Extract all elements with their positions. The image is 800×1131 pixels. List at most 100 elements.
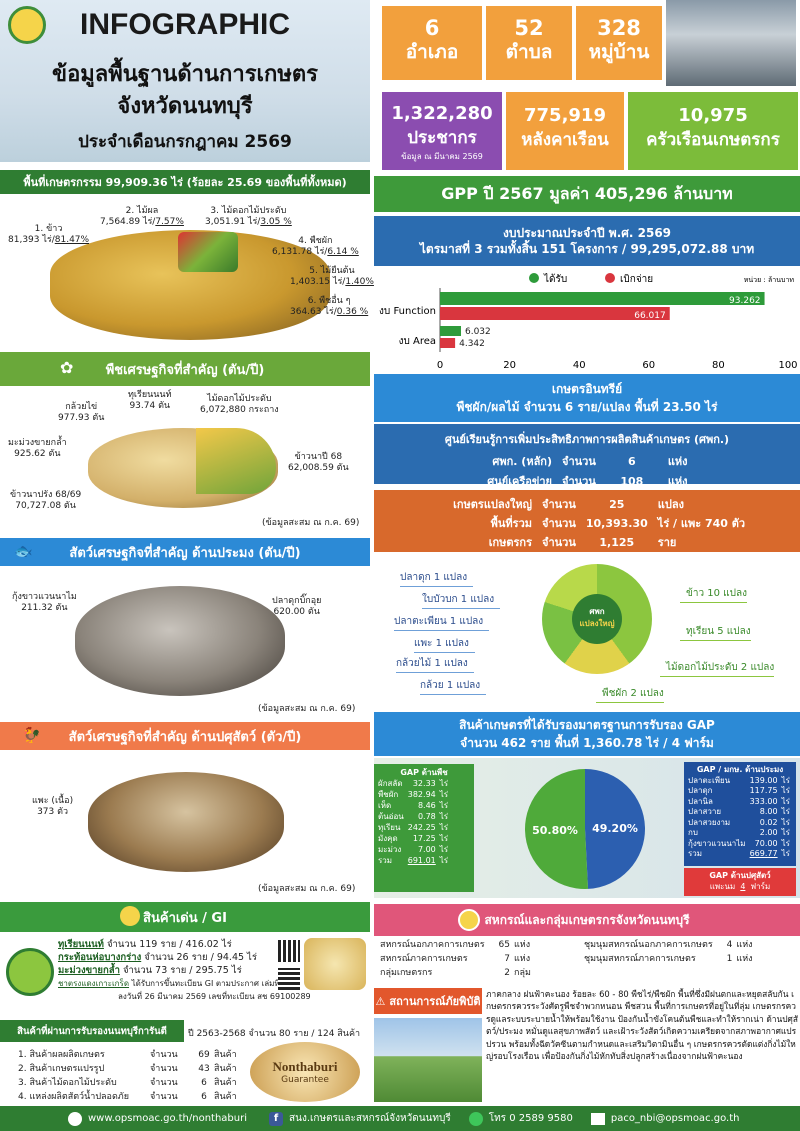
budget-banner: งบประมาณประจำปี พ.ศ. 2569 ไตรมาสที่ 3 รว… [374, 216, 800, 266]
crops-note: (ข้อมูลสะสม ณ ก.ค. 69) [262, 518, 360, 528]
bigfarm-left-item: ปลาตะเพียน 1 แปลง [394, 614, 490, 631]
coop-banner: สหกรณ์และกลุ่มเกษตรกรจังหวัดนนทบุรี [374, 904, 800, 936]
train-station-image [666, 0, 796, 86]
stats-row-2: 1,322,280 ประชากร ข้อมูล ณ มีนาคม 2569 775… [374, 92, 800, 172]
x-tick-label: 40 [573, 360, 586, 371]
table-row: ทุเรียน 242.25 ไร่ [378, 823, 449, 832]
gi-icon [120, 906, 140, 926]
bigfarm-right-item: ทุเรียน 5 แปลง [680, 624, 751, 641]
gi-foot: ลงวันที่ 26 มีนาคม 2569 เลขที่ทะเบียน สช… [118, 992, 311, 1001]
gi-product-image [304, 938, 366, 990]
footer-email[interactable]: paco_nbi@opsmoac.go.th [610, 1113, 740, 1124]
gap-livestock-box: GAP ด้านปศุสัตว์ แพะนม 4 ฟาร์ม [684, 868, 796, 896]
fish-image [75, 586, 285, 696]
legend-received-marker [529, 273, 539, 283]
crop-area-6-name: 6. พืชอื่น ๆ [307, 296, 351, 306]
gap-fish-title: GAP / มกษ. ด้านประมง [696, 765, 784, 774]
crop-area-2-value: 7,564.89 ไร่/ [100, 217, 156, 227]
fish-note: (ข้อมูลสะสม ณ ก.ค. 69) [258, 704, 356, 714]
title-line3: ประจำเดือนกรกฎาคม 2569 [78, 132, 292, 152]
rice-plant-image [196, 428, 276, 494]
stat-subdistrict: 52 ตำบล [486, 6, 572, 80]
mail-icon [590, 1112, 605, 1125]
legend-spent: เบิกจ่าย [620, 274, 653, 285]
footer: www.opsmoac.go.th/nonthaburi f สนง.เกษตร… [0, 1106, 800, 1131]
title-line2: จังหวัดนนทบุรี [117, 94, 253, 119]
gi-item-3-detail: จำนวน 73 ราย / 295.75 ไร่ [122, 965, 242, 976]
bigfarm-left-item: แพะ 1 แปลง [414, 636, 475, 653]
gap-livestock-type: แพะนม [709, 882, 736, 891]
gap-livestock-count: 4 [740, 882, 746, 891]
table-row: ต้นอ่อน 0.78 ไร่ [378, 812, 449, 821]
x-tick-label: 0 [437, 360, 443, 371]
table-row: ปลาดุก 117.75 ไร่ [688, 786, 790, 795]
table-row: รวม 669.77 ไร่ [688, 849, 790, 858]
budget-line2: ไตรมาสที่ 3 รวมทั้งสิ้น 151 โครงการ / 99… [419, 242, 755, 256]
crop-area-4-value: 6,131.78 ไร่/ [272, 247, 328, 257]
crops-banner-text: พืชเศรษฐกิจที่สำคัญ (ตัน/ปี) [105, 362, 265, 378]
coop-row: สหกรณ์นอกภาคการเกษตร 65 แห่ง [380, 940, 531, 950]
budget-line1: งบประมาณประจำปี พ.ศ. 2569 [502, 226, 672, 240]
stat-village: 328 หมู่บ้าน [576, 6, 662, 80]
gap-fish-box: GAP / มกษ. ด้านประมง ปลาตะเพียน 139.00 ไร่… [684, 762, 796, 866]
coop-left-table: สหกรณ์นอกภาคการเกษตร 65 แห่งสหกรณ์ภาคการเก… [380, 938, 531, 980]
gi-item-2-detail: จำนวน 26 ราย / 94.45 ไร่ [144, 952, 257, 963]
bar-value-label: 4.342 [459, 339, 485, 349]
plant-icon: ✿ [60, 358, 74, 377]
chart-unit: หน่วย : ล้านบาท [744, 276, 795, 284]
globe-icon [68, 1111, 82, 1126]
livestock-note: (ข้อมูลสะสม ณ ก.ค. 69) [258, 884, 356, 894]
gap-subtitle: จำนวน 462 ราย พื้นที่ 1,360.78 ไร่ / 4 ฟ… [460, 736, 714, 750]
crop-area-4-name: 4. พืชผัก [298, 236, 333, 246]
bigfarm-left-item: กล้วยไม้ 1 แปลง [396, 656, 474, 673]
gi-item-3-name: มะม่วงขายกล้ำ [58, 965, 120, 976]
crop-banana: กล้วยไข่ 977.93 ตัน [58, 402, 105, 423]
budget-chart-panel: ได้รับ เบิกจ่าย หน่วย : ล้านบาท 0 20 40 60 80 10… [374, 268, 800, 372]
footer-phone[interactable]: โทร 0 2589 9580 [488, 1113, 573, 1124]
crop-area-2-pct: 7.57% [155, 217, 184, 227]
table-row: ผักสลัด 32.33 ไร่ [378, 779, 449, 788]
disaster-title-text: สถานการณ์ภัยพิบัติ [389, 995, 481, 1008]
gap-livestock-title: GAP ด้านปศุสัตว์ [709, 871, 771, 880]
stats-row-1: 6 อำเภอ 52 ตำบล 328 หมู่บ้าน [374, 0, 800, 86]
x-tick-label: 100 [778, 360, 797, 371]
x-tick-label: 20 [503, 360, 516, 371]
footer-facebook[interactable]: สนง.เกษตรและสหกรณ์จังหวัดนนทบุรี [289, 1113, 451, 1124]
title-line1: ข้อมูลพื้นฐานด้านการเกษตร [52, 62, 318, 87]
bar-value-label: 66.017 [634, 311, 666, 321]
crop-area-2-name: 2. ไม้ผล [125, 206, 159, 216]
ministry-logo [8, 6, 46, 44]
bigfarm-row-farmers: เกษตรกร จำนวน 1,125 ราย [488, 536, 677, 549]
footer-website[interactable]: www.opsmoac.go.th/nonthaburi [88, 1113, 247, 1124]
table-row: ปลานิล 333.00 ไร่ [688, 796, 790, 806]
gi-banner-text: สินค้าเด่น / GI [143, 910, 227, 926]
disaster-title: ⚠ สถานการณ์ภัยพิบัติ [374, 988, 482, 1014]
coop-row: สหกรณ์ภาคการเกษตร 7 แห่ง [380, 954, 531, 964]
pie-slice-label: 49.20% [592, 822, 638, 835]
bigfarm-row-area: พื้นที่รวม จำนวน 10,393.30 ไร่ / แพะ 740 ตั… [490, 517, 746, 530]
certified-title: สินค้าที่ผ่านการรับรองนนทบุรีการันตี [0, 1020, 184, 1042]
table-row: ปลาตะเพียน 139.00 ไร่ [688, 775, 790, 785]
fish-banner: 🐟 สัตว์เศรษฐกิจที่สำคัญ ด้านประมง (ตัน/ป… [0, 538, 370, 566]
table-row: มะม่วง 7.00 ไร่ [378, 845, 449, 854]
bar-received [440, 292, 765, 305]
crop-area-6-pct: 0.36 % [336, 307, 369, 317]
table-row: ปลาสวยงาม 0.02 ไร่ [688, 817, 790, 827]
pie-slice [525, 769, 589, 889]
fish-icon: 🐟 [14, 542, 33, 560]
legend-spent-marker [605, 273, 615, 283]
phone-icon [468, 1111, 483, 1126]
gi-item-2-name: กระท้อนห่อบางกร่าง [58, 952, 142, 963]
table-row: พืชผัก 382.94 ไร่ [378, 790, 449, 799]
gap-panel: GAP ด้านพืช ผักสลัด 32.33 ไร่ พืชผัก 382.94 ไ… [374, 758, 800, 898]
bigfarm-logo-inner: ศพก แปลงใหญ่ [572, 594, 622, 644]
table-row: เห็ด 8.46 ไร่ [378, 801, 449, 810]
bar-value-label: 6.032 [465, 327, 491, 337]
bigfarm-panel: เกษตรแปลงใหญ่ จำนวน 25 แปลง พื้นที่รวม จำนวน… [374, 490, 800, 552]
qr-code-icon [278, 940, 300, 962]
bigfarm-diagram: ศพก แปลงใหญ่ ปลาดุก 1 แปลง ใบบัวบก 1 แปลงป… [374, 556, 800, 706]
gap-banner: สินค้าเกษตรที่ได้รับรองมาตรฐานการรับรอง … [374, 712, 800, 756]
table-row: รวม 691.01 ไร่ [378, 856, 449, 865]
qr-code-icon-2 [278, 968, 300, 990]
table-row: กุ้งขาวแวนนาไม 70.00 ไร่ [688, 838, 790, 848]
